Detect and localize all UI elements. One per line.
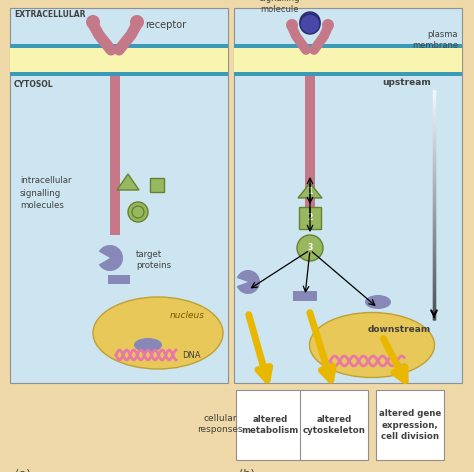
Text: downstream: downstream [368, 325, 431, 334]
Wedge shape [99, 245, 123, 271]
Text: 2: 2 [307, 213, 313, 222]
Text: target
proteins: target proteins [136, 250, 171, 270]
Circle shape [128, 202, 148, 222]
Circle shape [322, 19, 334, 31]
Text: signalling
molecule: signalling molecule [260, 0, 302, 17]
Bar [150, 178, 164, 192]
Bar [236, 390, 304, 460]
Bar [10, 48, 228, 72]
Text: 3: 3 [307, 244, 313, 253]
Text: cellular
responses: cellular responses [197, 413, 243, 434]
Text: plasma
membrane: plasma membrane [412, 30, 458, 50]
Circle shape [86, 15, 100, 29]
Bar [300, 390, 368, 460]
Bar [234, 48, 462, 72]
Text: 1: 1 [307, 186, 313, 195]
Bar [305, 76, 315, 220]
Bar [299, 207, 321, 229]
Polygon shape [298, 183, 322, 198]
Ellipse shape [310, 312, 435, 378]
Text: receptor: receptor [145, 20, 186, 30]
Bar [10, 44, 228, 48]
Bar [234, 8, 462, 383]
Bar [376, 390, 444, 460]
Circle shape [130, 15, 144, 29]
Text: upstream: upstream [382, 78, 431, 87]
Circle shape [286, 19, 298, 31]
Text: (b): (b) [239, 468, 255, 472]
Text: DNA: DNA [182, 351, 201, 360]
Text: CYTOSOL: CYTOSOL [14, 80, 54, 89]
Circle shape [300, 14, 320, 34]
Bar [110, 76, 120, 235]
Text: altered
metabolism: altered metabolism [241, 415, 299, 435]
Text: altered
cytoskeleton: altered cytoskeleton [302, 415, 365, 435]
Text: EXTRACELLULAR: EXTRACELLULAR [14, 10, 85, 19]
Bar [293, 291, 317, 301]
Bar [10, 72, 228, 76]
Bar [108, 275, 130, 284]
Polygon shape [117, 174, 139, 190]
Wedge shape [237, 270, 260, 294]
Circle shape [297, 235, 323, 261]
Ellipse shape [365, 295, 391, 309]
Text: nucleus: nucleus [170, 311, 205, 320]
Text: (a): (a) [15, 468, 31, 472]
Ellipse shape [134, 338, 162, 352]
Ellipse shape [93, 297, 223, 369]
Text: intracellular
signalling
molecules: intracellular signalling molecules [20, 176, 72, 210]
Bar [234, 72, 462, 76]
Bar [234, 44, 462, 48]
Text: altered gene
expression,
cell division: altered gene expression, cell division [379, 409, 441, 441]
Bar [10, 8, 228, 383]
Circle shape [300, 12, 320, 32]
